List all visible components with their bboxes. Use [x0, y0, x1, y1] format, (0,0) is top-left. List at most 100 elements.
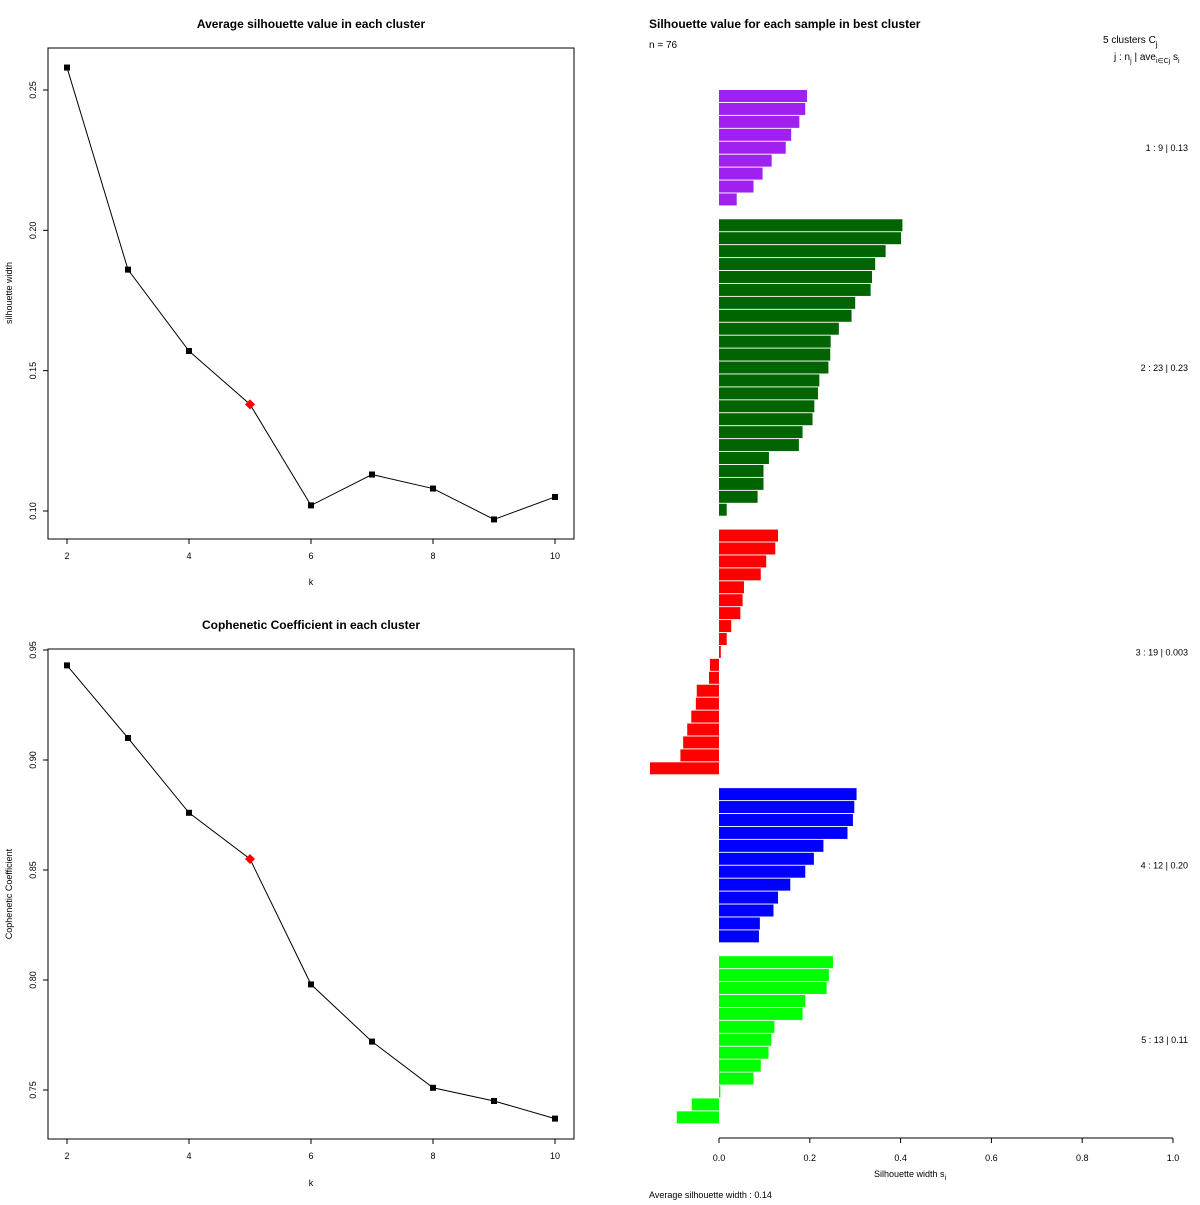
- p1-data-point: [64, 64, 70, 71]
- silhouette-bar: [709, 658, 719, 671]
- silhouette-bar: [719, 1046, 769, 1059]
- sample-count-label: n = 76: [649, 40, 678, 51]
- silhouette-bar: [719, 245, 886, 258]
- silhouette-bar: [719, 426, 803, 439]
- silhouette-bar: [719, 930, 759, 943]
- silhouette-bar: [719, 115, 800, 128]
- silhouette-xtick-label: 0.6: [985, 1153, 998, 1163]
- silhouette-bar: [719, 374, 820, 387]
- silhouette-bar: [719, 90, 808, 102]
- p2-xtick-label: 6: [308, 1151, 313, 1161]
- avg-silhouette-plot-frame: [47, 47, 575, 540]
- p2-data-point: [369, 1038, 375, 1045]
- silhouette-bar: [719, 555, 767, 568]
- silhouette-bar: [719, 102, 806, 115]
- silhouette-panel: Silhouette value for each sample in best…: [649, 17, 1188, 1200]
- cluster-legend-header: j : nj | avei∈Cj si: [1113, 52, 1180, 65]
- cluster-label: 4 : 12 | 0.20: [1141, 861, 1188, 871]
- p1-xtick-label: 10: [550, 551, 560, 561]
- clusters-header: 5 clusters Cj: [1103, 35, 1158, 49]
- silhouette-bar: [719, 982, 827, 995]
- p1-data-point: [369, 471, 375, 478]
- p2-ytick-label: 0.90: [28, 751, 38, 769]
- avg-silhouette-ylabel: silhouette width: [4, 262, 14, 324]
- silhouette-bar: [719, 387, 818, 400]
- silhouette-bar: [680, 749, 719, 762]
- silhouette-bar: [719, 620, 732, 633]
- cophenetic-plot-frame: [47, 648, 575, 1140]
- silhouette-bar: [719, 1059, 761, 1072]
- silhouette-bar: [696, 684, 719, 697]
- p1-ytick-label: 0.10: [28, 502, 38, 520]
- silhouette-bar: [719, 607, 741, 620]
- silhouette-xtick-label: 0.2: [804, 1153, 817, 1163]
- silhouette-bar: [719, 322, 839, 335]
- p2-xtick-label: 10: [550, 1151, 560, 1161]
- p1-data-point: [125, 266, 131, 273]
- p1-xtick-label: 6: [308, 551, 313, 561]
- silhouette-bar: [719, 154, 772, 167]
- silhouette-bar: [719, 167, 763, 180]
- silhouette-bar: [719, 852, 814, 865]
- silhouette-bar: [687, 723, 719, 736]
- silhouette-bar: [695, 697, 719, 710]
- silhouette-bar: [719, 878, 791, 891]
- silhouette-bar: [683, 736, 719, 749]
- silhouette-bar: [719, 270, 872, 283]
- silhouette-bar: [719, 788, 857, 801]
- silhouette-bar: [719, 128, 792, 141]
- silhouette-bar: [719, 361, 829, 374]
- silhouette-bar: [719, 348, 831, 361]
- silhouette-title: Silhouette value for each sample in best…: [649, 17, 921, 31]
- p1-ytick-label: 0.25: [28, 81, 38, 99]
- p1-series-line: [66, 67, 556, 520]
- silhouette-bar: [719, 490, 758, 503]
- p2-data-point: [308, 981, 314, 988]
- p2-xtick-label: 8: [430, 1151, 435, 1161]
- silhouette-bar: [719, 258, 876, 271]
- p1-xtick-label: 4: [186, 551, 191, 561]
- silhouette-xtick-label: 0.4: [894, 1153, 907, 1163]
- silhouette-bar: [719, 839, 824, 852]
- silhouette-xlabel: Silhouette width si: [874, 1169, 947, 1182]
- silhouette-bar: [719, 994, 806, 1007]
- silhouette-bar: [719, 891, 779, 904]
- silhouette-bar: [719, 464, 764, 477]
- silhouette-bar: [719, 296, 856, 309]
- cluster-label: 3 : 19 | 0.003: [1136, 647, 1188, 657]
- silhouette-bar: [719, 335, 831, 348]
- p2-data-point: [430, 1084, 436, 1091]
- cophenetic-title: Cophenetic Coefficient in each cluster: [202, 618, 420, 632]
- silhouette-bar: [719, 439, 799, 452]
- p2-ytick-label: 0.85: [28, 861, 38, 879]
- silhouette-bar: [719, 193, 737, 206]
- p2-highlight-point: [245, 854, 255, 864]
- cluster-label: 1 : 9 | 0.13: [1146, 143, 1188, 153]
- p2-data-point: [125, 735, 131, 741]
- silhouette-bar: [719, 219, 903, 232]
- cophenetic-ylabel: Cophenetic Coefficient: [4, 848, 14, 939]
- silhouette-bar: [719, 283, 871, 296]
- silhouette-xtick-label: 0.8: [1076, 1153, 1089, 1163]
- silhouette-bar: [719, 1085, 721, 1098]
- avg-silhouette-panel: Average silhouette value in each cluster…: [4, 17, 575, 587]
- silhouette-bar: [719, 1007, 803, 1020]
- silhouette-bar: [719, 413, 813, 426]
- silhouette-bar: [691, 1098, 719, 1111]
- silhouette-bar: [719, 542, 776, 555]
- average-silhouette-label: Average silhouette width : 0.14: [649, 1190, 772, 1200]
- p2-data-point: [186, 809, 192, 816]
- silhouette-bar: [691, 710, 719, 723]
- silhouette-bar: [719, 956, 833, 969]
- cophenetic-xlabel: k: [309, 1178, 314, 1188]
- silhouette-bar: [719, 801, 855, 814]
- silhouette-bar: [719, 477, 764, 490]
- silhouette-bar: [719, 180, 754, 193]
- silhouette-bar: [719, 568, 761, 581]
- p2-series-line: [66, 665, 556, 1120]
- silhouette-bar: [719, 1020, 775, 1033]
- silhouette-bar: [709, 671, 719, 684]
- silhouette-bar: [719, 1033, 772, 1046]
- p1-highlight-point: [245, 399, 255, 410]
